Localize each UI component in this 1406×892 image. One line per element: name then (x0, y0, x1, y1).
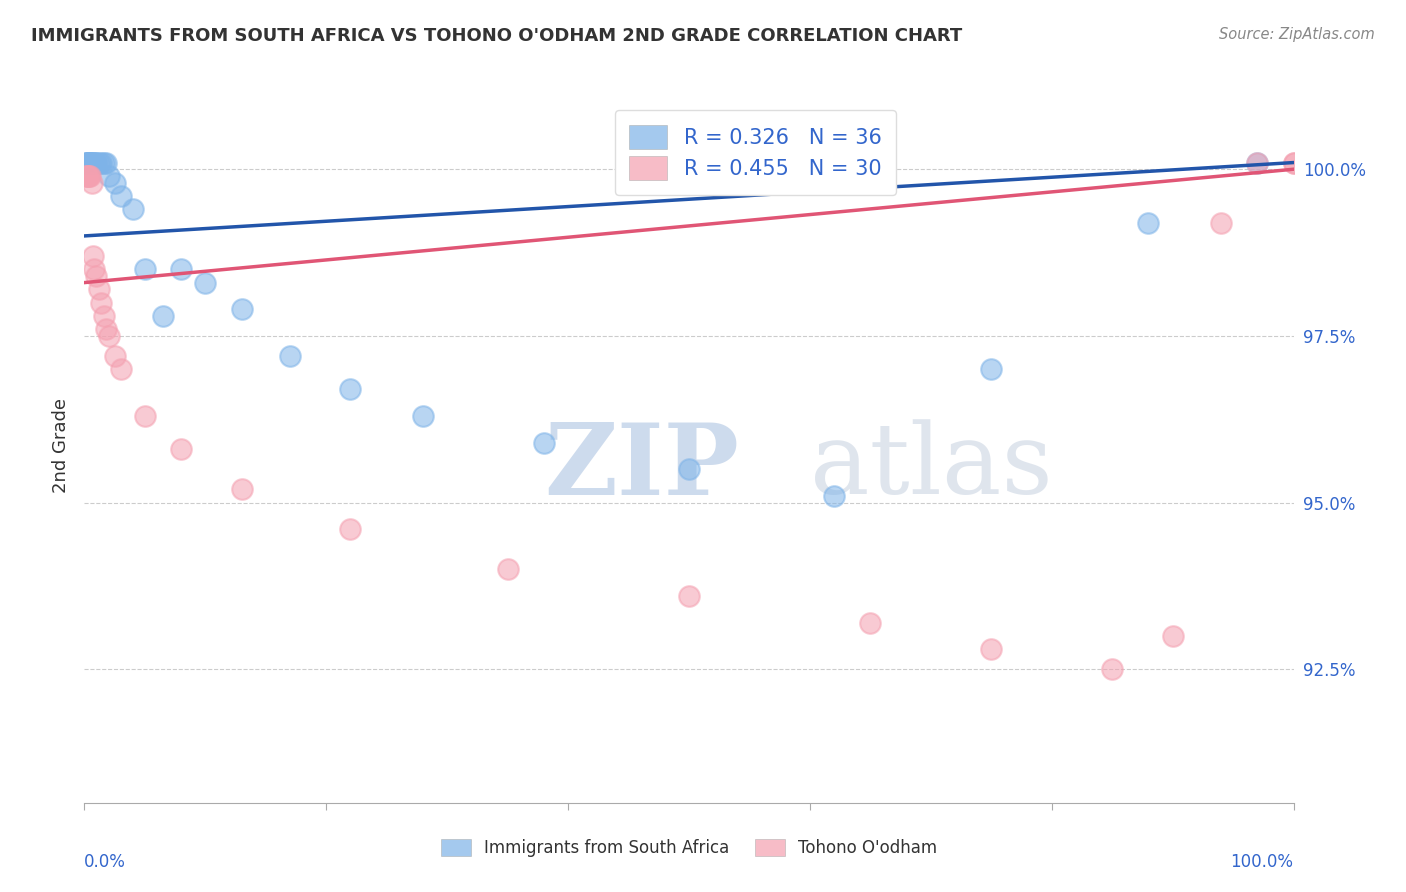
Point (77, 155, 100, 169)
Point (1282, 155, 1305, 169)
Point (93, 155, 115, 169)
Point (77, 169, 100, 183)
Point (134, 262, 156, 277)
Point (134, 409, 156, 423)
Point (77, 155, 100, 169)
Point (1246, 155, 1268, 169)
Point (79, 155, 101, 169)
Point (412, 409, 434, 423)
Point (80, 155, 103, 169)
Point (110, 189, 132, 203)
Point (121, 202, 143, 217)
Point (97, 329, 120, 343)
Point (1246, 155, 1268, 169)
Point (339, 522, 361, 536)
Point (823, 489, 845, 503)
Text: Source: ZipAtlas.com: Source: ZipAtlas.com (1219, 27, 1375, 42)
Text: ZIP: ZIP (544, 419, 738, 516)
Point (79, 155, 101, 169)
Point (75, 169, 97, 183)
Point (170, 262, 193, 277)
Point (86, 268, 108, 283)
Point (231, 302, 253, 317)
Point (1137, 216, 1160, 230)
Point (84, 155, 107, 169)
Point (104, 176, 127, 190)
Text: 0.0%: 0.0% (84, 853, 127, 871)
Point (83, 262, 105, 277)
Text: atlas: atlas (810, 419, 1053, 516)
Point (152, 309, 174, 323)
Point (82, 249, 104, 263)
Point (90, 295, 112, 310)
Point (278, 349, 301, 363)
Point (231, 483, 253, 497)
Point (75, 155, 97, 169)
Point (90, 155, 112, 169)
Point (170, 442, 193, 457)
Point (86, 155, 108, 169)
Point (77, 155, 100, 169)
Point (678, 462, 700, 476)
Point (496, 562, 519, 576)
Y-axis label: 2nd Grade: 2nd Grade (52, 399, 70, 493)
Text: 100.0%: 100.0% (1230, 853, 1294, 871)
Point (104, 349, 127, 363)
Point (83, 155, 105, 169)
Legend: R = 0.326   N = 36, R = 0.455   N = 30: R = 0.326 N = 36, R = 0.455 N = 30 (614, 111, 896, 195)
Point (76, 155, 98, 169)
Point (1282, 155, 1305, 169)
Point (339, 382, 361, 396)
Point (110, 362, 132, 376)
Point (1209, 216, 1232, 230)
Point (1101, 662, 1123, 676)
Point (94, 322, 117, 336)
Point (97, 169, 120, 183)
Point (76, 155, 98, 169)
Point (76, 169, 98, 183)
Point (79, 169, 101, 183)
Point (87, 282, 110, 296)
Point (980, 362, 1002, 376)
Point (80, 176, 103, 190)
Point (87, 155, 110, 169)
Point (1161, 629, 1184, 643)
Point (980, 642, 1002, 657)
Point (678, 589, 700, 603)
Point (77, 169, 100, 183)
Point (533, 435, 555, 450)
Point (77, 155, 100, 169)
Text: IMMIGRANTS FROM SOUTH AFRICA VS TOHONO O'ODHAM 2ND GRADE CORRELATION CHART: IMMIGRANTS FROM SOUTH AFRICA VS TOHONO O… (31, 27, 962, 45)
Point (859, 615, 882, 630)
Point (194, 276, 217, 290)
Point (93, 309, 115, 323)
Point (94, 155, 117, 169)
Point (82, 155, 104, 169)
